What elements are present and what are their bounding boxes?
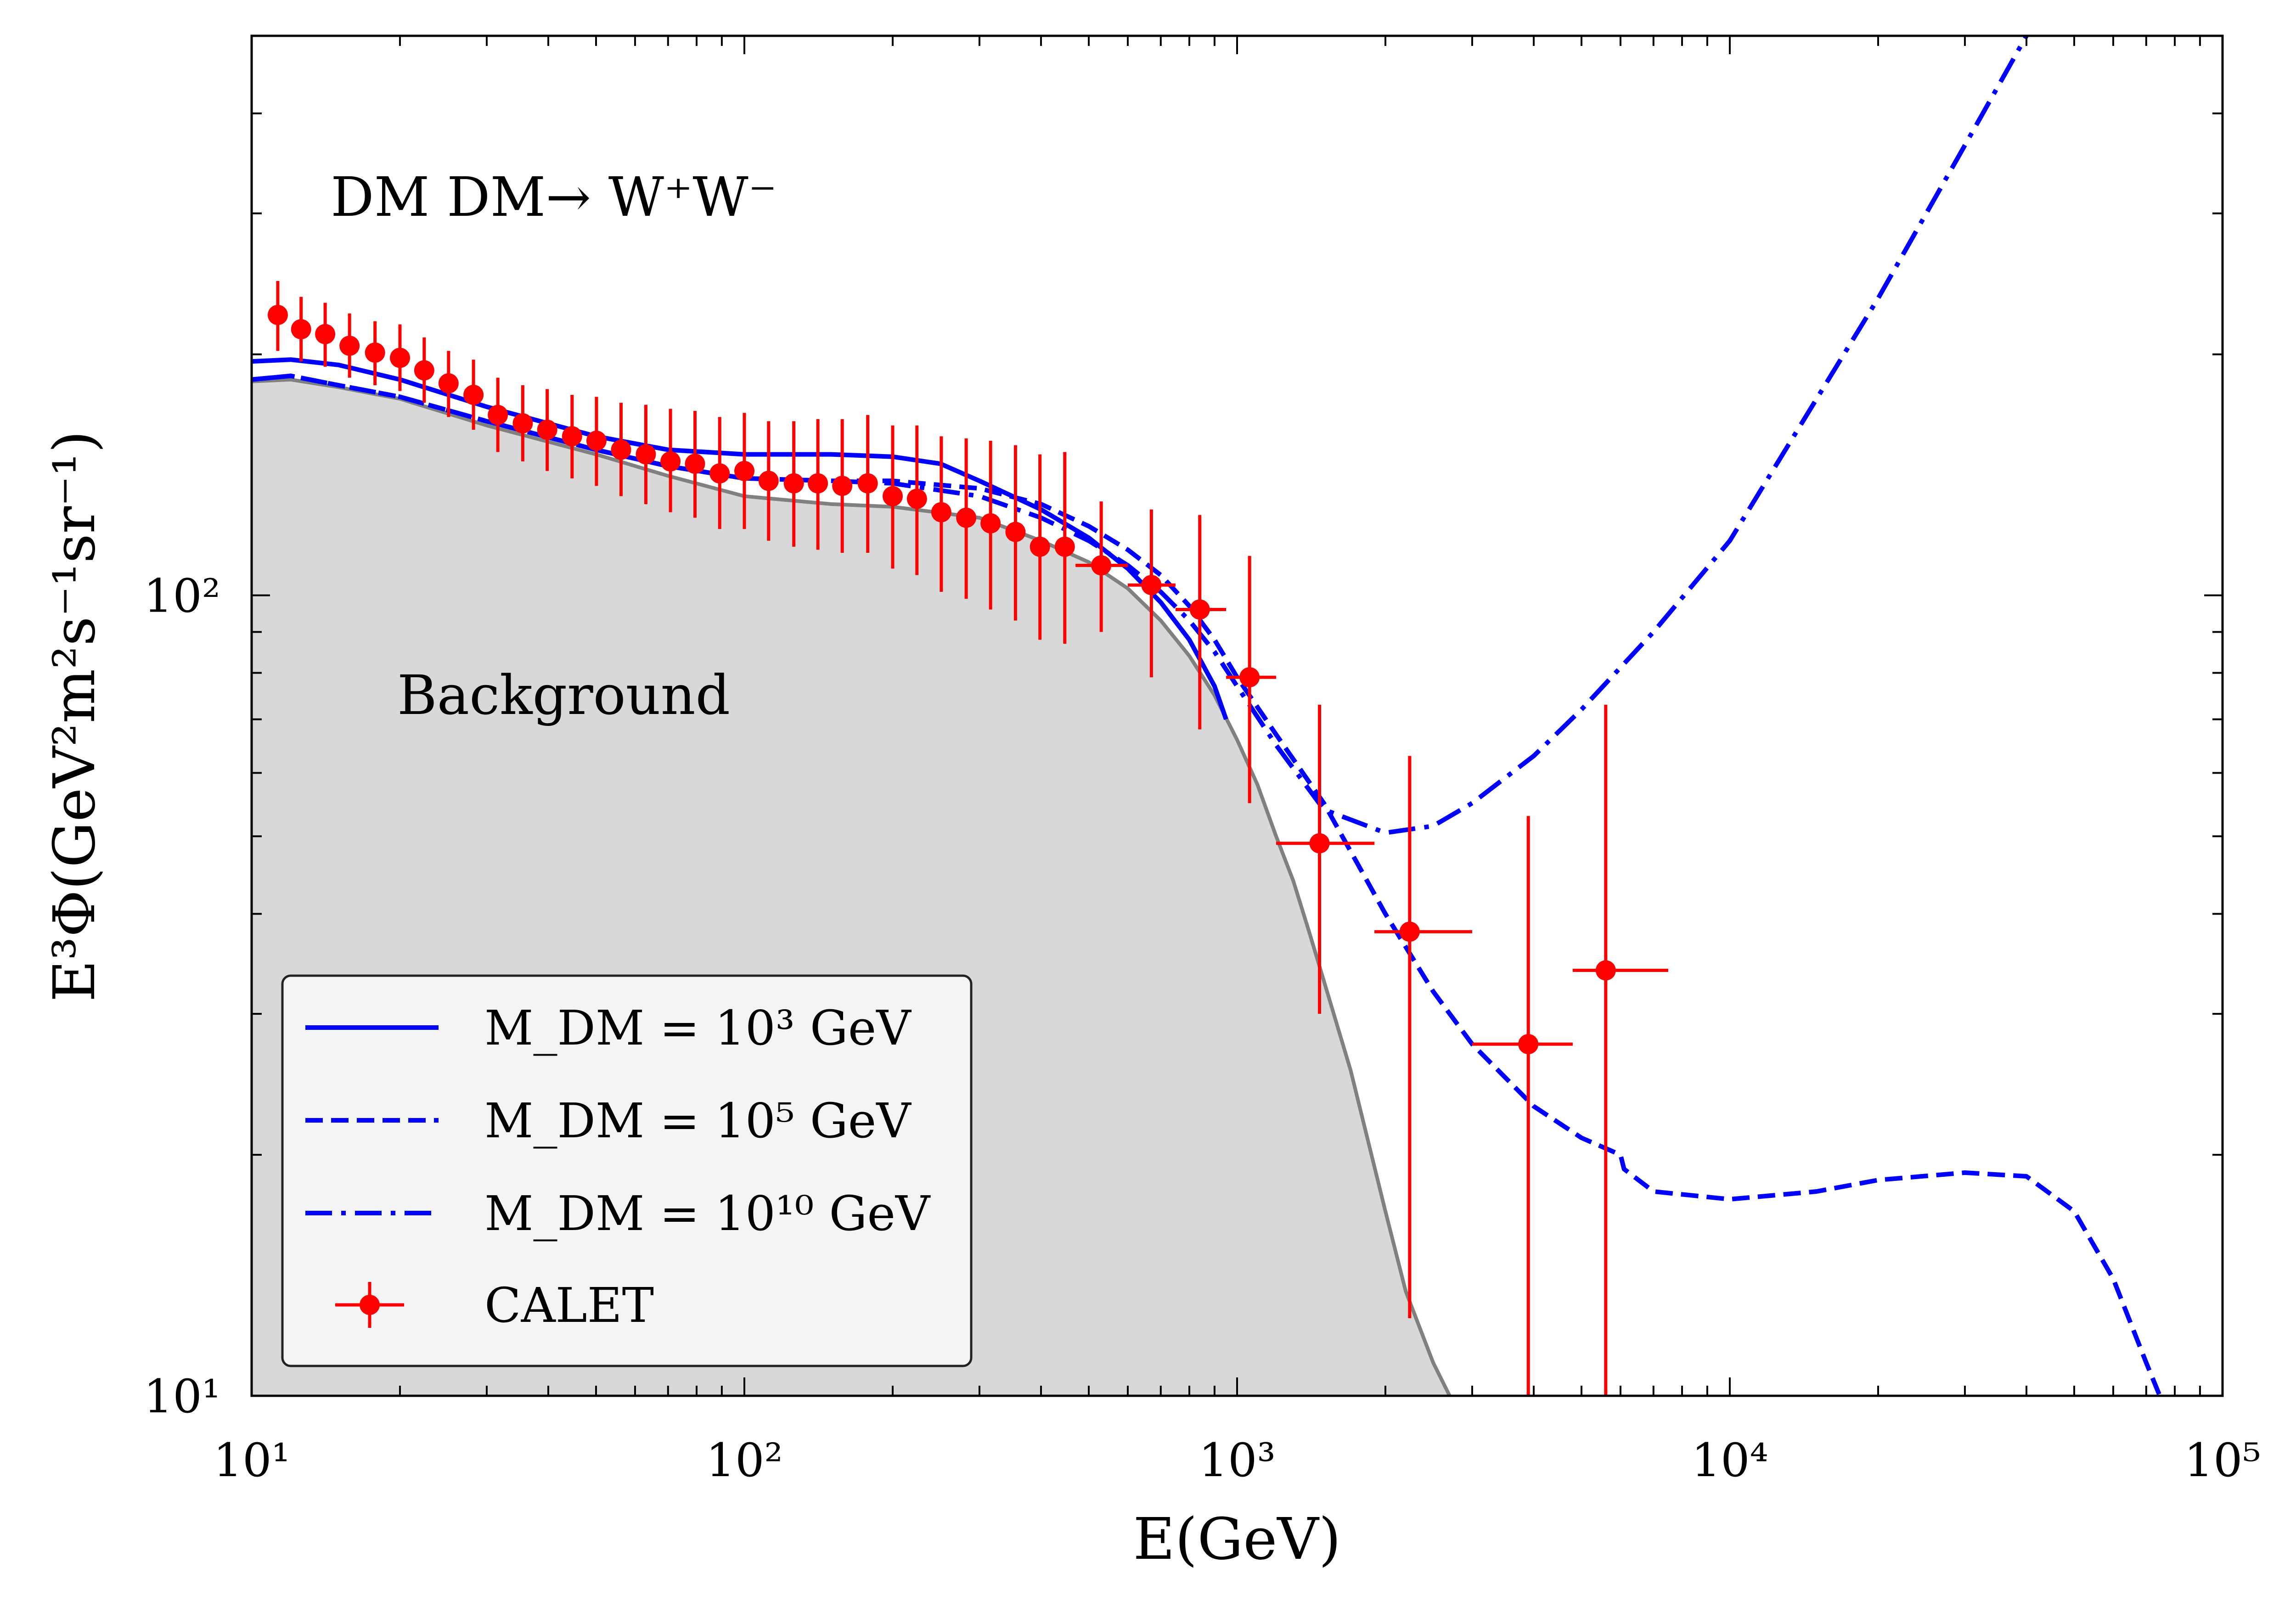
legend-label-1e10: M_DM = 10¹⁰ GeV [484, 1186, 931, 1242]
calet-point-38 [1399, 921, 1420, 942]
legend-label-calet: CALET [484, 1277, 654, 1333]
calet-point-21 [783, 473, 804, 494]
process-annotation: DM DM→ W⁺W⁻ [331, 165, 777, 229]
calet-point-24 [857, 473, 878, 494]
calet-point-31 [1030, 536, 1050, 557]
calet-point-22 [808, 473, 828, 494]
calet-point-5 [390, 348, 411, 368]
calet-point-25 [883, 486, 903, 506]
legend-label-1e3: M_DM = 10³ GeV [484, 1000, 912, 1056]
calet-point-29 [980, 513, 1001, 534]
legend: M_DM = 10³ GeV M_DM = 10⁵ GeV M_DM = 10¹… [281, 974, 973, 1367]
calet-point-11 [537, 420, 557, 440]
calet-point-4 [365, 342, 385, 363]
calet-point-6 [414, 360, 434, 381]
legend-swatch-calet-marker [360, 1295, 380, 1315]
calet-point-16 [660, 451, 681, 472]
x-tick-label: 10⁵ [2184, 1433, 2261, 1487]
tick-labels: 10¹ 10² 10³ 10⁴ 10⁵ 10¹ 10² [144, 569, 2261, 1487]
y-tick-label: 10¹ [144, 1370, 220, 1423]
calet-point-18 [709, 463, 730, 484]
calet-point-15 [636, 444, 656, 465]
calet-point-35 [1189, 599, 1210, 620]
y-tick-label: 10² [144, 569, 220, 623]
axis-ticks [252, 35, 2223, 1396]
x-tick-label: 10³ [1199, 1433, 1275, 1487]
calet-point-36 [1239, 667, 1260, 688]
calet-points [267, 281, 1668, 1396]
calet-point-0 [267, 304, 288, 325]
calet-point-8 [463, 385, 484, 405]
x-axis-title: E(GeV) [1133, 1506, 1341, 1573]
calet-point-32 [1054, 536, 1075, 557]
calet-point-1 [291, 319, 311, 340]
calet-point-30 [1005, 522, 1026, 542]
legend-label-1e5: M_DM = 10⁵ GeV [484, 1093, 912, 1149]
calet-point-19 [734, 461, 754, 481]
calet-point-23 [832, 476, 853, 496]
legend-box [281, 974, 973, 1367]
x-tick-label: 10⁴ [1691, 1433, 1768, 1487]
calet-point-10 [512, 413, 533, 434]
calet-point-12 [562, 426, 582, 447]
calet-point-20 [758, 471, 779, 491]
calet-point-3 [339, 336, 360, 356]
calet-point-26 [906, 489, 927, 509]
calet-point-14 [611, 439, 631, 460]
background-annotation: Background [397, 663, 730, 727]
calet-point-33 [1091, 555, 1112, 576]
calet-point-39 [1518, 1034, 1539, 1055]
calet-point-40 [1595, 960, 1616, 981]
series-line-dashdot [252, 36, 2029, 835]
x-tick-label: 10² [706, 1433, 782, 1487]
calet-point-28 [956, 507, 977, 528]
calet-point-37 [1309, 833, 1330, 854]
y-axis-title: E³Φ(GeV²m²s⁻¹sr⁻¹) [41, 431, 108, 1002]
background-line [252, 377, 1452, 1396]
calet-point-7 [438, 373, 459, 393]
x-tick-label: 10¹ [213, 1433, 290, 1487]
calet-point-2 [315, 324, 336, 344]
calet-point-34 [1141, 575, 1162, 596]
calet-point-13 [586, 430, 607, 451]
calet-point-9 [488, 405, 508, 425]
calet-point-27 [931, 502, 951, 523]
calet-point-17 [685, 454, 705, 474]
